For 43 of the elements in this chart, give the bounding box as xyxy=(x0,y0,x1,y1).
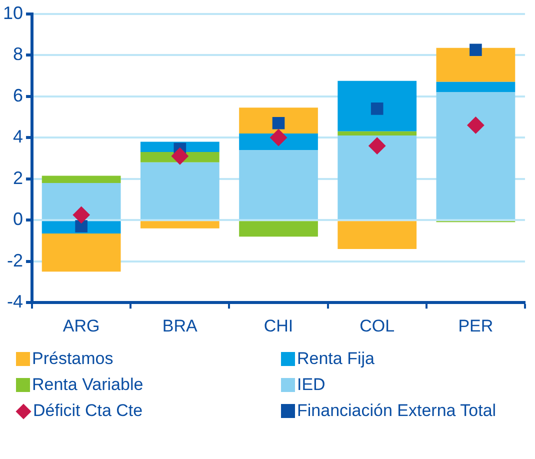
point xyxy=(72,206,90,224)
bar xyxy=(436,92,516,220)
bar xyxy=(239,150,318,220)
bar xyxy=(42,182,121,220)
legend-label: Financiación Externa Total xyxy=(297,401,496,421)
y-tick-label: 2 xyxy=(13,168,24,188)
bar xyxy=(239,221,318,237)
legend-label: Renta Variable xyxy=(32,375,144,395)
bar xyxy=(42,233,121,272)
legend-label: IED xyxy=(297,375,326,395)
bar xyxy=(338,131,417,136)
y-tick-label: 6 xyxy=(13,85,24,106)
bar xyxy=(140,221,220,228)
bar xyxy=(436,82,516,92)
bar xyxy=(338,80,417,132)
y-tick-label: 4 xyxy=(13,126,24,147)
legend-label: Préstamos xyxy=(32,349,114,369)
bar xyxy=(436,48,516,82)
x-tick-label: ARG xyxy=(62,316,100,336)
y-tick-label: -2 xyxy=(7,250,24,270)
point xyxy=(370,102,384,115)
bar xyxy=(42,176,121,183)
point xyxy=(272,116,285,130)
legend-label: Déficit Cta Cte xyxy=(33,401,143,421)
x-tick-label: COL xyxy=(360,316,395,336)
point xyxy=(368,137,386,154)
bar xyxy=(338,221,417,249)
y-tick-label: 8 xyxy=(13,44,24,64)
y-tick-label: 0 xyxy=(13,209,24,230)
point xyxy=(467,116,484,134)
bar xyxy=(140,162,220,220)
bar xyxy=(338,136,417,220)
bar xyxy=(239,108,318,134)
point xyxy=(470,44,482,56)
y-tick-label: 10 xyxy=(2,2,24,23)
point xyxy=(270,129,288,146)
y-tick-label: -4 xyxy=(7,292,24,312)
legend-label: Renta Fija xyxy=(297,349,374,369)
x-tick-label: PER xyxy=(458,316,494,336)
point xyxy=(75,220,88,232)
x-tick-label: CHI xyxy=(264,316,294,336)
point xyxy=(171,148,188,165)
x-tick-label: BRA xyxy=(162,316,198,336)
